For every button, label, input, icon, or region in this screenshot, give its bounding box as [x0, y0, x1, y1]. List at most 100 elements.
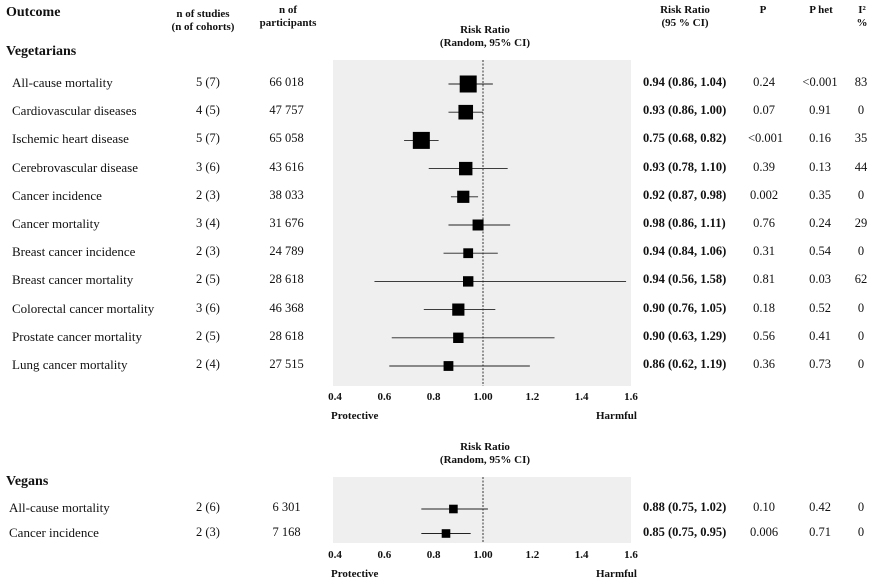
risk-ratio-cell: 0.94 (0.84, 1.06) — [643, 244, 727, 259]
outcome-label: Prostate cancer mortality — [12, 328, 142, 344]
forest-subtitle-line: (Random, 95% CI) — [439, 454, 531, 466]
participants-cell: 31 676 — [269, 216, 304, 230]
p-het-cell: 0.41 — [809, 328, 831, 343]
i2-cell: 0 — [857, 328, 865, 343]
point-estimate-marker — [457, 190, 470, 203]
participants-cell: 47 757 — [269, 103, 304, 118]
p-het-cell: 0.54 — [809, 244, 831, 259]
risk-ratio-cell: 0.88 (0.75, 1.02) — [643, 500, 727, 514]
i2-cell: 35 — [854, 131, 868, 146]
column-header-outcome: Outcome — [6, 5, 61, 20]
tick-label: 1.6 — [624, 549, 638, 561]
i2-cell: 0 — [857, 500, 865, 514]
group-label-vegetarians: Vegetarians — [6, 44, 77, 59]
outcome-label: Colorectal cancer mortality — [12, 300, 155, 316]
p-value-cell: 0.10 — [753, 500, 775, 514]
point-estimate-marker — [472, 219, 484, 231]
tick-label: 1.2 — [525, 391, 539, 403]
studies-cell: 2 (6) — [196, 500, 220, 514]
p-value-cell: 0.56 — [753, 328, 775, 343]
studies-cell: 2 (3) — [196, 244, 220, 259]
participants-cell: 38 033 — [269, 187, 304, 202]
axis-label-protective-vegetarians: Protective — [331, 410, 379, 422]
column-header-rr-line2: (95 % CI) — [661, 17, 709, 29]
point-estimate-marker — [459, 161, 473, 176]
i2-cell: 0 — [857, 357, 865, 371]
participants-cell: 24 789 — [269, 244, 304, 259]
risk-ratio-cell: 0.90 (0.63, 1.29) — [643, 328, 727, 343]
outcome-label: Lung cancer mortality — [12, 357, 128, 372]
tick-label: 1.4 — [575, 549, 589, 561]
participants-cell: 28 618 — [269, 328, 304, 343]
p-value-cell: 0.24 — [753, 75, 775, 89]
p-het-cell: 0.03 — [809, 272, 831, 287]
outcome-label: Breast cancer incidence — [12, 244, 136, 260]
studies-cell: 3 (6) — [196, 300, 220, 315]
tick-label: 0.4 — [328, 391, 342, 403]
p-value-cell: 0.81 — [753, 272, 775, 287]
axis-label-harmful-vegans: Harmful — [596, 568, 637, 580]
risk-ratio-cell: 0.98 (0.86, 1.11) — [643, 216, 726, 230]
studies-cell: 2 (3) — [196, 524, 220, 539]
point-estimate-marker — [459, 75, 477, 93]
studies-cell: 5 (7) — [196, 131, 220, 146]
p-het-cell: 0.24 — [809, 216, 831, 230]
tick-label: 0.8 — [427, 549, 441, 561]
column-header-risk-ratio: Risk Ratio (95 % CI) — [640, 4, 730, 30]
outcome-label: Cancer incidence — [9, 524, 99, 540]
i2-cell: 62 — [854, 272, 868, 287]
tick-label: 1.00 — [473, 549, 493, 561]
p-value-cell: 0.07 — [753, 103, 775, 118]
participants-cell: 27 515 — [269, 357, 304, 371]
column-header-i2-unit: % — [856, 17, 868, 29]
risk-ratio-cell: 0.93 (0.86, 1.00) — [643, 103, 727, 118]
outcome-label: Cardiovascular diseases — [12, 103, 137, 119]
point-estimate-marker — [463, 248, 474, 259]
forest-subtitle-line: (Random, 95% CI) — [439, 37, 531, 49]
i2-cell: 0 — [857, 300, 865, 315]
tick-label: 1.6 — [624, 391, 638, 403]
point-estimate-marker — [453, 332, 464, 343]
participants-cell: 43 616 — [269, 159, 304, 174]
i2-cell: 0 — [857, 244, 865, 259]
p-value-cell: 0.006 — [749, 524, 779, 539]
p-het-cell: 0.42 — [809, 500, 831, 514]
group-label-vegans: Vegans — [6, 474, 49, 489]
point-estimate-marker — [463, 276, 474, 287]
p-value-cell: 0.36 — [753, 357, 775, 371]
tick-label: 1.00 — [473, 391, 493, 403]
outcome-label: All-cause mortality — [9, 500, 110, 515]
p-het-cell: 0.35 — [809, 187, 831, 202]
p-het-cell: 0.52 — [809, 300, 831, 315]
i2-cell: 83 — [854, 75, 868, 89]
axis-label-protective-vegans: Protective — [331, 568, 379, 580]
axis-label-harmful-vegetarians: Harmful — [596, 410, 637, 422]
studies-cell: 5 (7) — [196, 75, 220, 89]
tick-label: 1.4 — [575, 391, 589, 403]
risk-ratio-cell: 0.75 (0.68, 0.82) — [643, 131, 727, 146]
column-header-rr-line1: Risk Ratio — [660, 4, 710, 16]
p-het-cell: 0.13 — [809, 159, 831, 174]
point-estimate-marker — [441, 529, 451, 538]
outcome-label: All-cause mortality — [12, 75, 113, 90]
p-value-cell: 0.39 — [753, 159, 775, 174]
studies-cell: 3 (6) — [196, 159, 220, 174]
tick-label: 1.2 — [525, 549, 539, 561]
column-header-p: P — [759, 4, 767, 16]
forest-title-vegetarians: Risk Ratio (Random, 95% CI) — [415, 24, 555, 50]
tick-label: 0.8 — [427, 391, 441, 403]
point-estimate-marker — [449, 504, 458, 514]
column-header-p-het: P het — [809, 4, 833, 16]
outcome-label: Cerebrovascular disease — [12, 159, 138, 175]
studies-cell: 3 (4) — [196, 216, 220, 230]
risk-ratio-cell: 0.94 (0.86, 1.04) — [643, 75, 727, 89]
p-het-cell: <0.001 — [802, 75, 838, 89]
outcome-label: Cancer mortality — [12, 216, 100, 231]
i2-cell: 0 — [857, 103, 865, 118]
point-estimate-marker — [443, 361, 454, 371]
tick-label: 0.6 — [377, 391, 391, 403]
point-estimate-marker — [452, 303, 465, 316]
i2-cell: 0 — [857, 524, 865, 539]
participants-cell: 28 618 — [269, 272, 304, 287]
